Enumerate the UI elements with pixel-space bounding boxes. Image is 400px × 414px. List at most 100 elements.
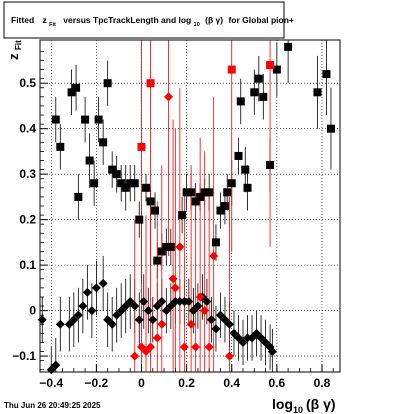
data-point-diamond — [200, 306, 210, 316]
data-point-diamond — [204, 342, 214, 352]
data-point-square — [220, 202, 229, 210]
data-point-square — [266, 61, 275, 70]
y-tick-label: 0.3 — [19, 167, 36, 181]
x-axis-paren: (β γ) — [306, 396, 336, 412]
data-point-diamond — [229, 328, 239, 338]
data-point-square — [103, 79, 112, 88]
data-point-diamond — [215, 310, 225, 320]
data-point-diamond — [157, 297, 167, 307]
data-point-diamond — [261, 337, 271, 347]
data-point-square — [56, 142, 65, 151]
data-point-square — [250, 88, 259, 97]
title-var: z — [43, 15, 47, 25]
data-point-square — [216, 206, 225, 215]
data-point-diamond — [98, 278, 108, 288]
data-point-diamond — [193, 301, 203, 311]
data-point-square — [236, 97, 245, 106]
data-point-diamond — [170, 283, 180, 293]
data-point-square — [187, 188, 196, 197]
data-point-diamond — [209, 251, 219, 261]
data-point-diamond — [82, 287, 92, 297]
x-tick-label: −0.4 — [39, 376, 63, 390]
data-point-square — [151, 206, 160, 215]
data-point-square — [146, 79, 155, 88]
data-point-diamond — [139, 297, 149, 307]
data-point-square — [266, 161, 275, 170]
data-point-square — [108, 165, 117, 174]
data-point-diamond — [211, 324, 221, 334]
data-point-square — [81, 115, 90, 124]
data-point-square — [85, 156, 94, 165]
data-point-square — [259, 92, 268, 101]
data-point-square — [121, 183, 130, 192]
data-point-diamond — [195, 292, 205, 302]
data-point-diamond — [175, 242, 185, 252]
title-middle: versus TpcTrackLength and log — [63, 15, 191, 25]
y-tick-label: 0.1 — [19, 258, 36, 272]
data-point-diamond — [112, 310, 122, 320]
data-point-diamond — [103, 315, 113, 325]
data-point-diamond — [247, 333, 257, 343]
y-axis-var: z — [6, 53, 21, 60]
data-point-diamond — [170, 297, 180, 307]
data-point-diamond — [73, 310, 83, 320]
x-tick-label: 0 — [138, 376, 145, 390]
y-tick-label: 0.5 — [19, 76, 36, 90]
data-point-diamond — [148, 315, 158, 325]
data-point-square — [137, 142, 146, 151]
data-point-square — [142, 183, 151, 192]
data-point-square — [72, 83, 81, 92]
data-point-diamond — [267, 347, 277, 357]
data-point-square — [117, 179, 126, 188]
title-suffix: for Global pion+ — [228, 15, 293, 25]
data-point-square — [223, 188, 232, 197]
data-point-square — [162, 242, 171, 251]
data-point-square — [272, 65, 281, 74]
data-point-square — [67, 88, 76, 97]
x-tick-label: 0.6 — [268, 376, 285, 390]
timestamp-footer: Thu Jun 26 20:49:25 2025 — [4, 401, 101, 410]
x-tick-label: 0.8 — [314, 376, 331, 390]
data-point-diamond — [206, 315, 216, 325]
data-point-diamond — [143, 306, 153, 316]
data-point-diamond — [141, 347, 151, 357]
data-point-diamond — [243, 333, 253, 343]
data-point-diamond — [179, 297, 189, 307]
data-point-square — [196, 192, 205, 201]
y-axis-var-sub: Fit — [14, 40, 23, 50]
data-point-square — [99, 138, 108, 147]
x-axis-log-sub: 10 — [293, 405, 303, 414]
data-point-square — [322, 70, 331, 79]
data-point-diamond — [238, 337, 248, 347]
y-tick-label: 0.4 — [19, 122, 36, 136]
data-point-diamond — [134, 315, 144, 325]
data-point-diamond — [164, 92, 174, 102]
svg-text:log10(β γ): log10 (β γ) — [272, 396, 336, 414]
title-paren: (β γ) — [205, 15, 223, 25]
data-point-diamond — [116, 306, 126, 316]
y-tick-label: 0 — [29, 304, 36, 318]
data-point-diamond — [107, 319, 117, 329]
data-point-diamond — [233, 333, 243, 343]
data-point-square — [94, 115, 103, 124]
data-point-diamond — [78, 301, 88, 311]
data-point-diamond — [130, 301, 140, 311]
data-point-diamond — [64, 319, 74, 329]
x-axis-title: log10 (β γ) — [272, 396, 336, 414]
title-prefix: Fitted — [11, 15, 34, 25]
y-tick-label: 0.2 — [19, 213, 36, 227]
data-point-diamond — [130, 351, 140, 361]
data-point-square — [157, 247, 166, 256]
y-axis-title: z Fit — [6, 40, 23, 60]
data-markers — [37, 42, 335, 375]
data-point-square — [130, 179, 139, 188]
data-point-diamond — [87, 306, 97, 316]
data-point-square — [243, 183, 252, 192]
data-point-square — [126, 179, 135, 188]
data-point-diamond — [256, 333, 266, 343]
data-point-square — [241, 165, 250, 174]
data-point-diamond — [55, 319, 65, 329]
data-point-diamond — [125, 297, 135, 307]
data-point-square — [205, 188, 214, 197]
